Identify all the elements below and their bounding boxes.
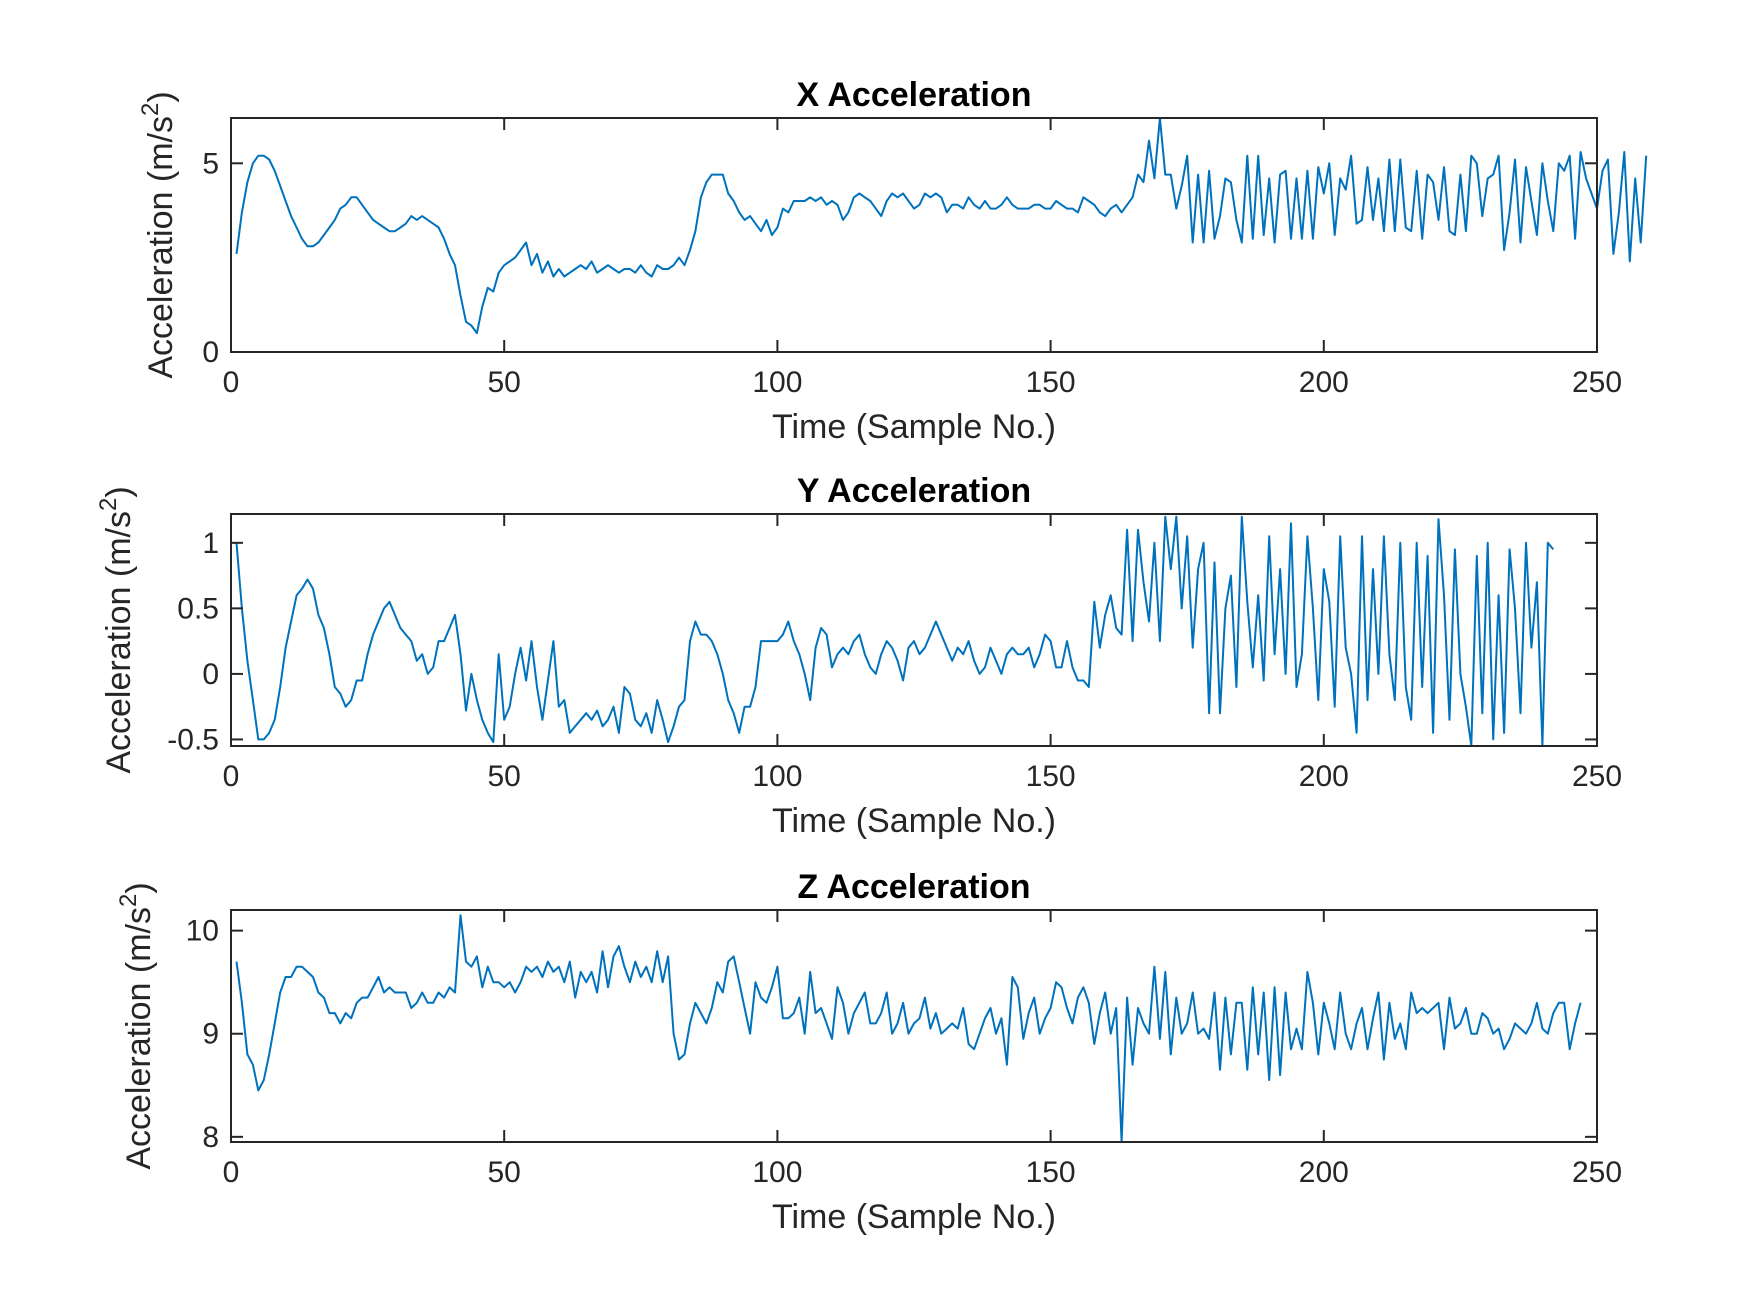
z-y-tick-label: 9 xyxy=(202,1018,219,1051)
y-y-tick-label: 0.5 xyxy=(177,592,219,625)
x-x-tick-label: 100 xyxy=(752,366,802,399)
y-acceleration-series-line xyxy=(235,515,1555,747)
x-y-tick-label: 5 xyxy=(202,147,219,180)
y-acceleration-panel: 0 50 100 150 200 250-0.500.51Y AccelerationTi… xyxy=(95,472,1622,840)
y-plot-frame xyxy=(230,513,1598,747)
x-x-tick-label: 200 xyxy=(1299,366,1349,399)
z-plot-frame xyxy=(230,909,1598,1143)
x-y-tick-label: 0 xyxy=(202,336,219,369)
y-x-tick-label: 200 xyxy=(1299,760,1349,793)
y-chart-title: Y Acceleration xyxy=(797,472,1031,510)
y-y-tick-label: -0.5 xyxy=(167,723,219,756)
y-x-tick-label: 100 xyxy=(752,760,802,793)
x-acceleration-series-line xyxy=(235,117,1648,335)
z-x-tick-label: 0 xyxy=(223,1156,240,1189)
y-y-axis-label: Acceleration (m/s2) xyxy=(95,486,138,773)
x-x-axis-label: Time (Sample No.) xyxy=(772,408,1056,446)
y-x-tick-label: 50 xyxy=(488,760,521,793)
z-x-axis-label: Time (Sample No.) xyxy=(772,1198,1056,1236)
x-plot-frame xyxy=(230,117,1598,353)
z-x-tick-label: 50 xyxy=(488,1156,521,1189)
z-acceleration-panel: 0 50 100 150 200 250 8 9 10 Z Acceleration Time (S… xyxy=(115,868,1622,1236)
y-y-tick-label: 1 xyxy=(202,527,219,560)
x-y-axis-label: Acceleration (m/s2) xyxy=(137,91,180,378)
x-x-tick-label: 250 xyxy=(1572,366,1622,399)
x-x-tick-label: 0 xyxy=(223,366,240,399)
z-acceleration-series-line xyxy=(235,914,1582,1143)
x-x-tick-label: 50 xyxy=(488,366,521,399)
z-x-tick-label: 100 xyxy=(752,1156,802,1189)
y-x-axis-label: Time (Sample No.) xyxy=(772,802,1056,840)
y-x-tick-label: 250 xyxy=(1572,760,1622,793)
z-chart-title: Z Acceleration xyxy=(797,868,1030,906)
y-x-tick-label: 0 xyxy=(223,760,240,793)
z-x-tick-label: 150 xyxy=(1026,1156,1076,1189)
z-x-tick-label: 200 xyxy=(1299,1156,1349,1189)
y-y-tick-label: 0 xyxy=(202,658,219,691)
z-y-axis-label: Acceleration (m/s2) xyxy=(115,882,158,1169)
z-y-tick-label: 8 xyxy=(202,1121,219,1154)
x-x-tick-label: 150 xyxy=(1026,366,1076,399)
y-x-tick-label: 150 xyxy=(1026,760,1076,793)
x-chart-title: X Acceleration xyxy=(797,76,1032,114)
z-y-tick-label: 10 xyxy=(186,915,219,948)
z-x-tick-label: 250 xyxy=(1572,1156,1622,1189)
x-acceleration-panel: 0 50 100 150 200 250 0 5 X Acceleration Time (Sam… xyxy=(137,76,1648,446)
